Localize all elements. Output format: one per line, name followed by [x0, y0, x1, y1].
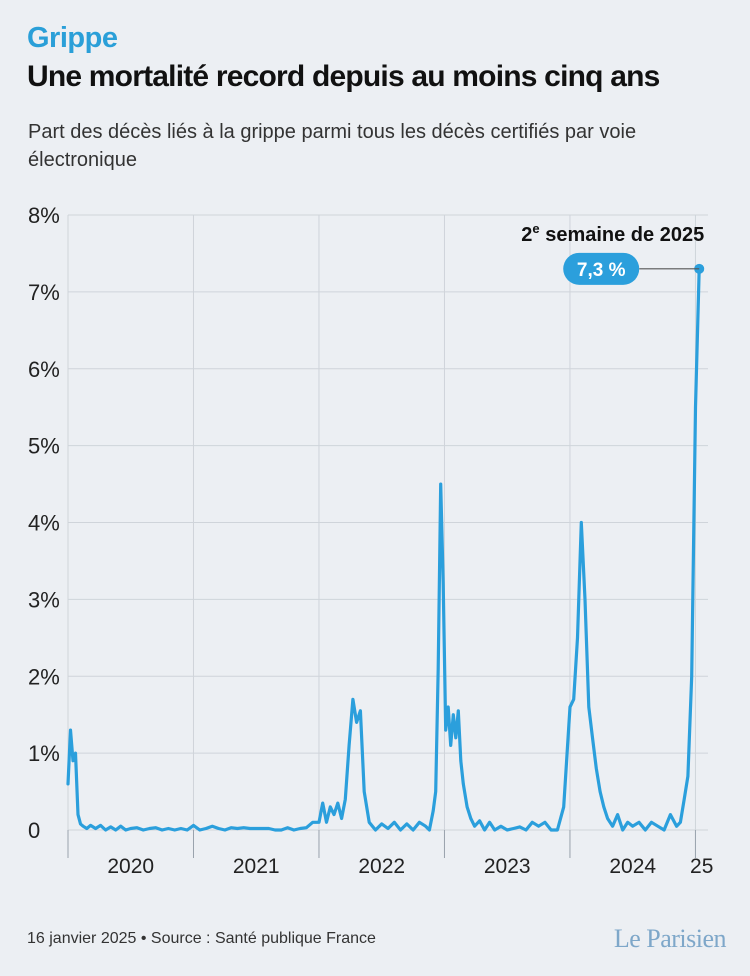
- chart-subtitle: Part des décès liés à la grippe parmi to…: [28, 121, 637, 171]
- annotation-label: 2e semaine de 2025: [521, 221, 704, 246]
- brand-logo: Le Parisien: [613, 924, 727, 953]
- x-tick-label: 2022: [358, 855, 405, 878]
- value-badge: [563, 252, 640, 285]
- y-tick-label: 3%: [28, 587, 60, 612]
- y-tick-label: 4%: [28, 511, 60, 536]
- x-tick-label: 2024: [609, 855, 656, 878]
- x-tick-label: 25: [690, 855, 713, 878]
- series-line: [66, 267, 701, 832]
- x-axis-ticks: 2020 2021 2022 2023 2024 25: [107, 855, 713, 878]
- series-layer: [66, 267, 701, 832]
- kicker: Grippe: [27, 22, 118, 54]
- chart-title: Une mortalité record depuis au moins cin…: [27, 60, 660, 93]
- x-tick-label: 2020: [107, 855, 154, 878]
- y-tick-label: 0: [28, 818, 40, 843]
- annotation-layer: 7,3 % 2e semaine de 2025: [521, 221, 705, 285]
- grid: [67, 214, 708, 858]
- source-note: 16 janvier 2025 • Source : Santé publiqu…: [27, 930, 376, 947]
- y-tick-label: 2%: [28, 664, 60, 689]
- y-tick-label: 6%: [28, 357, 60, 382]
- value-badge-label: 7,3 %: [577, 260, 626, 281]
- y-tick-label: 8%: [28, 203, 60, 228]
- line-chart: 0 1% 2% 3% 4% 5% 6% 7% 8% 2020 2021 2022 2023 2024 25…: [28, 203, 713, 878]
- x-tick-label: 2023: [484, 855, 531, 878]
- y-tick-label: 7%: [28, 280, 60, 305]
- y-axis-ticks: 0 1% 2% 3% 4% 5% 6% 7% 8%: [28, 203, 60, 843]
- y-tick-label: 1%: [28, 741, 60, 766]
- x-tick-label: 2021: [233, 855, 280, 878]
- y-tick-label: 5%: [28, 434, 60, 459]
